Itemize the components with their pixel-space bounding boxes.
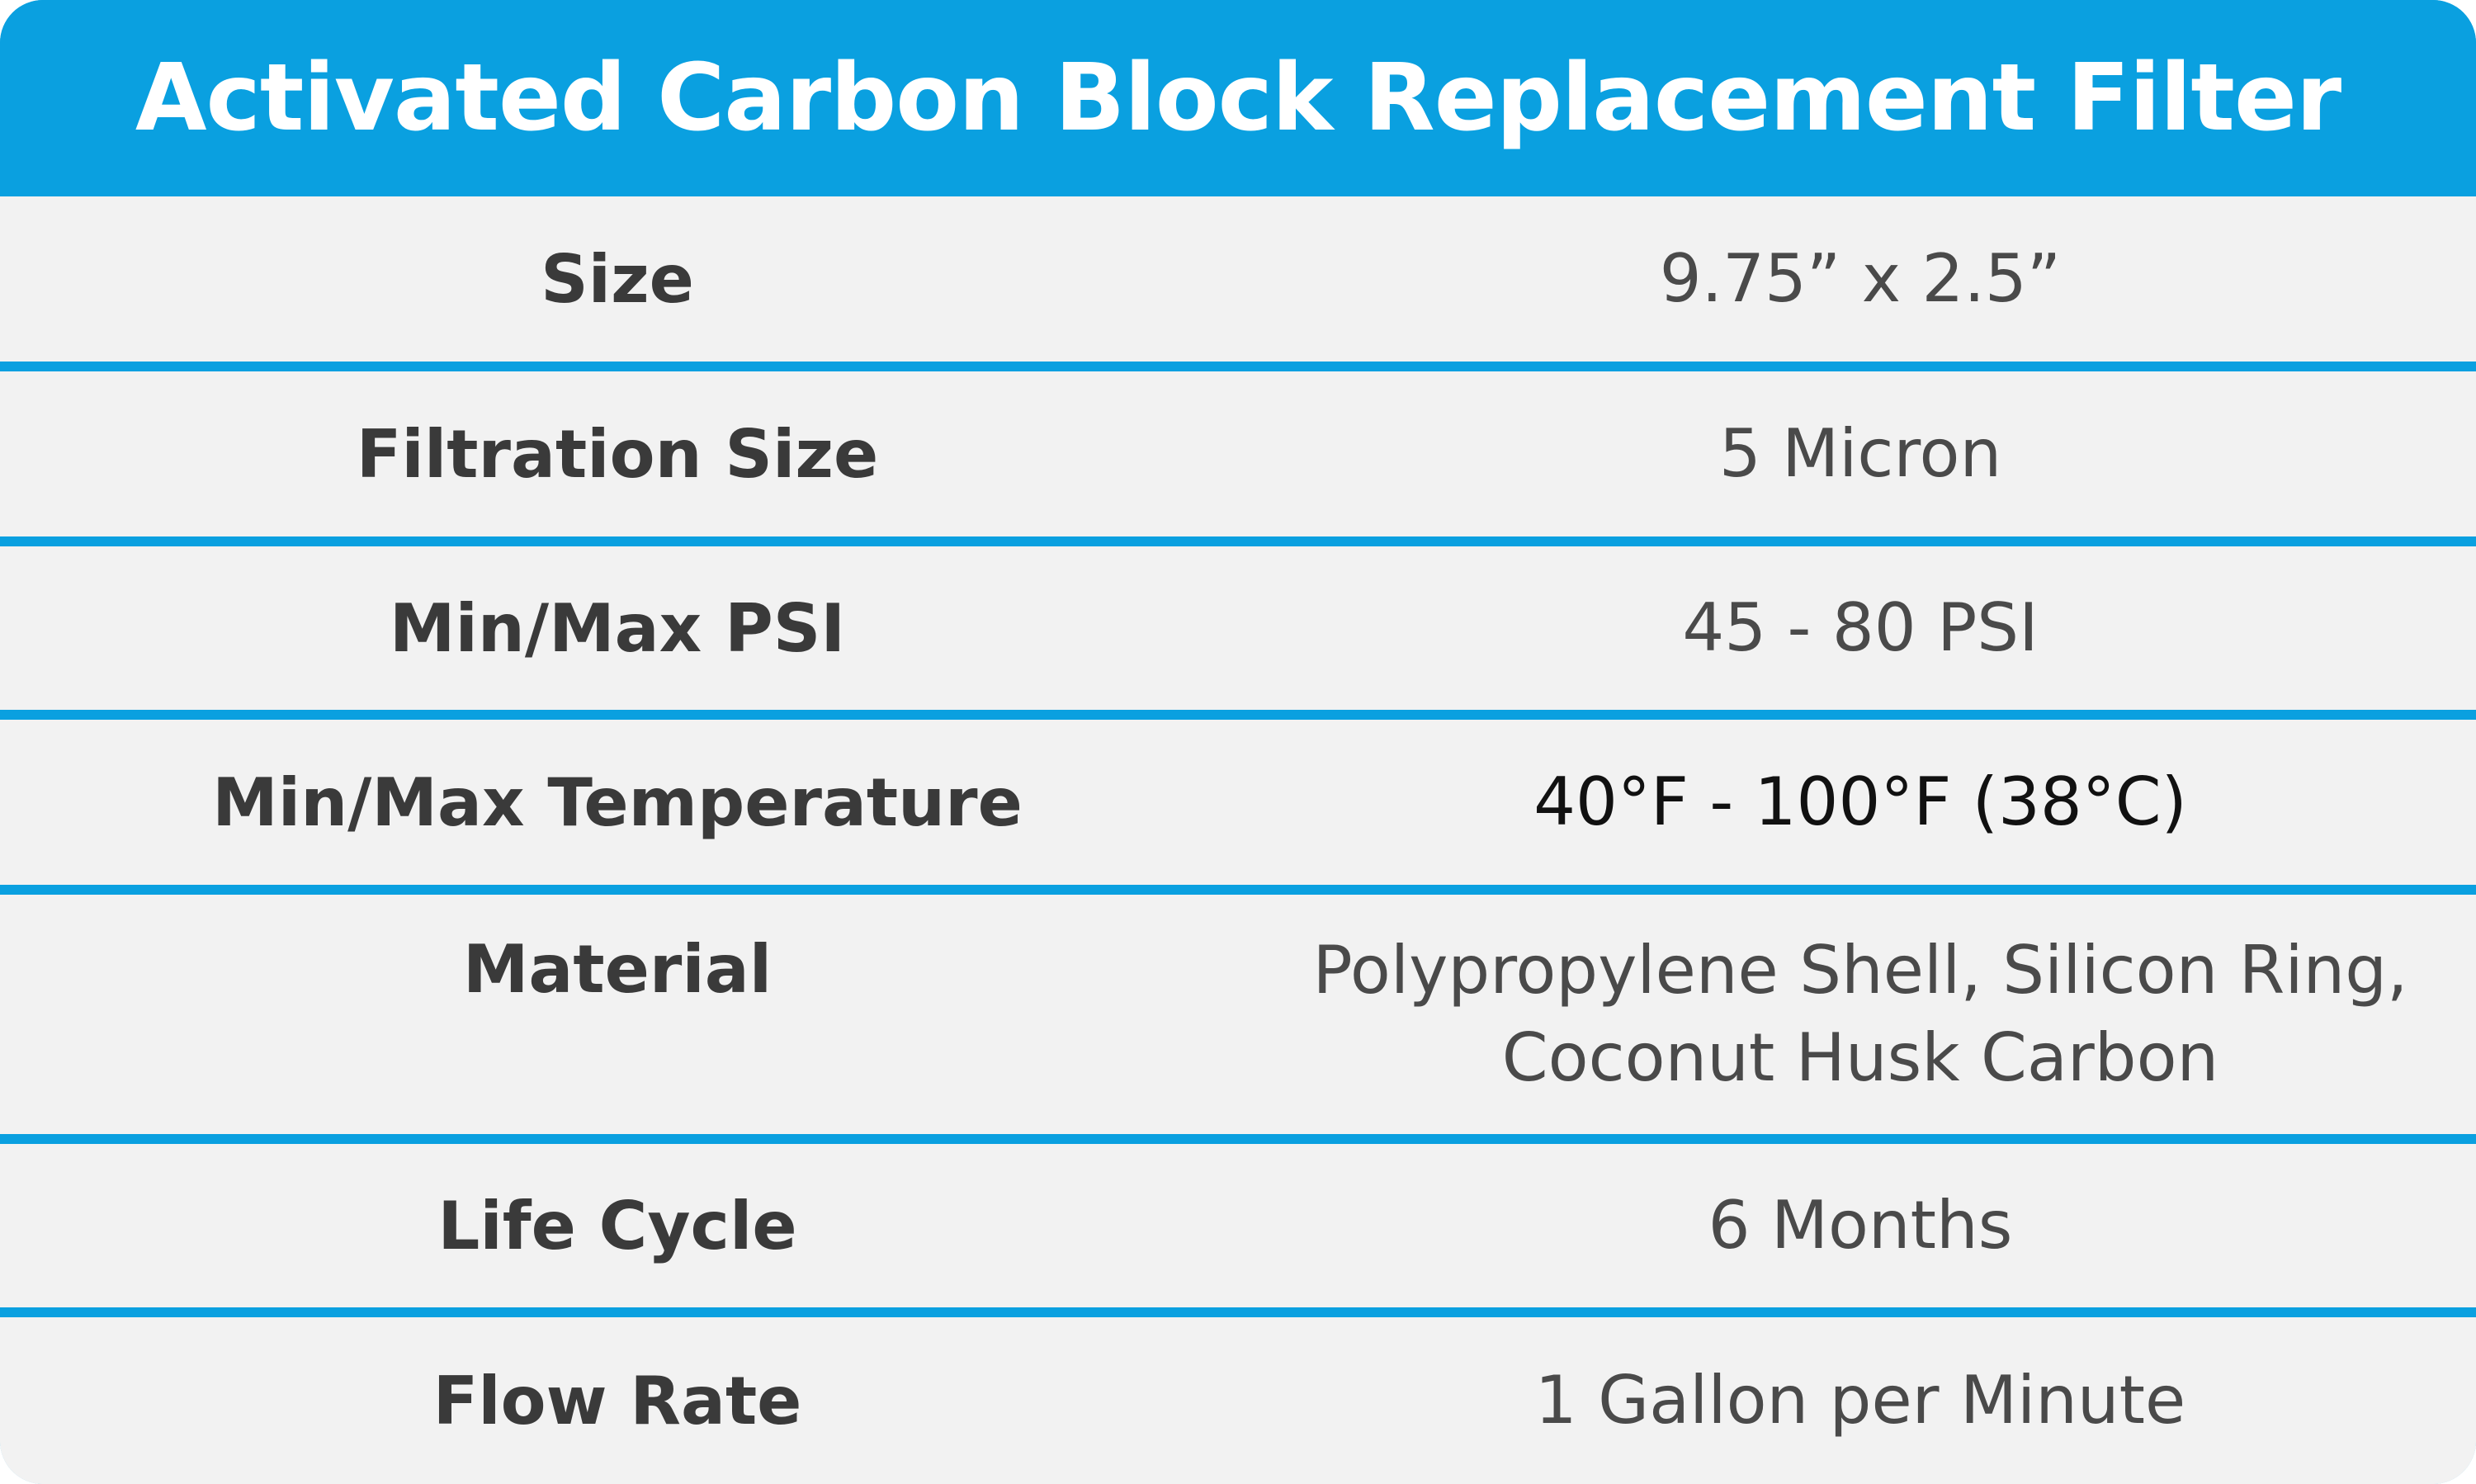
header-bar: Activated Carbon Block Replacement Filte…	[0, 0, 2476, 196]
spec-value-line: Coconut Husk Carbon	[1501, 1019, 2219, 1096]
spec-value: 40°F - 100°F (38°C)	[1245, 720, 2476, 885]
spec-value: 9.75” x 2.5”	[1245, 196, 2476, 362]
spec-value: Polypropylene Shell, Silicon Ring, Cocon…	[1245, 895, 2476, 1134]
table-row: Size 9.75” x 2.5”	[0, 196, 2476, 362]
spec-value: 6 Months	[1245, 1144, 2476, 1307]
table-row: Flow Rate 1 Gallon per Minute	[0, 1317, 2476, 1484]
table-row: Min/Max PSI 45 - 80 PSI	[0, 546, 2476, 710]
spec-value-line: Polypropylene Shell, Silicon Ring,	[1312, 932, 2408, 1009]
spec-label: Min/Max PSI	[0, 546, 1235, 710]
spec-value: 45 - 80 PSI	[1245, 546, 2476, 710]
spec-label: Material	[0, 895, 1235, 1134]
spec-label: Life Cycle	[0, 1144, 1235, 1307]
spec-value: 5 Micron	[1245, 371, 2476, 536]
spec-label: Min/Max Temperature	[0, 720, 1235, 885]
spec-label: Flow Rate	[0, 1317, 1235, 1484]
spec-label: Size	[0, 196, 1235, 362]
spec-label: Filtration Size	[0, 371, 1235, 536]
table-row: Filtration Size 5 Micron	[0, 371, 2476, 536]
spec-value: 1 Gallon per Minute	[1245, 1317, 2476, 1484]
table-row: Min/Max Temperature 40°F - 100°F (38°C)	[0, 720, 2476, 885]
table-row: Material Polypropylene Shell, Silicon Ri…	[0, 895, 2476, 1134]
table-row: Life Cycle 6 Months	[0, 1144, 2476, 1307]
page-title: Activated Carbon Block Replacement Filte…	[135, 45, 2341, 152]
